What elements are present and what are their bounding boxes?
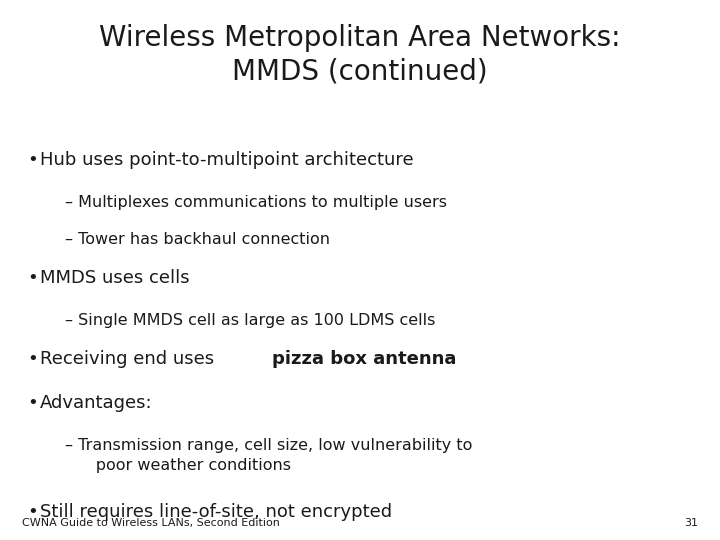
Text: Advantages:: Advantages:: [40, 394, 152, 412]
Text: Receiving end uses: Receiving end uses: [40, 350, 220, 368]
Text: Hub uses point-to-multipoint architecture: Hub uses point-to-multipoint architectur…: [40, 151, 413, 169]
Text: •: •: [27, 151, 38, 169]
Text: – Tower has backhaul connection: – Tower has backhaul connection: [65, 232, 330, 247]
Text: •: •: [27, 394, 38, 412]
Text: pizza box antenna: pizza box antenna: [271, 350, 456, 368]
Text: – Multiplexes communications to multiple users: – Multiplexes communications to multiple…: [65, 195, 447, 211]
Text: •: •: [27, 269, 38, 287]
Text: 31: 31: [685, 518, 698, 528]
Text: Still requires line-of-site, not encrypted: Still requires line-of-site, not encrypt…: [40, 503, 392, 521]
Text: MMDS uses cells: MMDS uses cells: [40, 269, 189, 287]
Text: – Transmission range, cell size, low vulnerability to
      poor weather conditi: – Transmission range, cell size, low vul…: [65, 438, 472, 472]
Text: Wireless Metropolitan Area Networks:
MMDS (continued): Wireless Metropolitan Area Networks: MMD…: [99, 24, 621, 86]
Text: •: •: [27, 350, 38, 368]
Text: – Single MMDS cell as large as 100 LDMS cells: – Single MMDS cell as large as 100 LDMS …: [65, 313, 435, 328]
Text: CWNA Guide to Wireless LANs, Second Edition: CWNA Guide to Wireless LANs, Second Edit…: [22, 518, 279, 528]
Text: •: •: [27, 503, 38, 521]
